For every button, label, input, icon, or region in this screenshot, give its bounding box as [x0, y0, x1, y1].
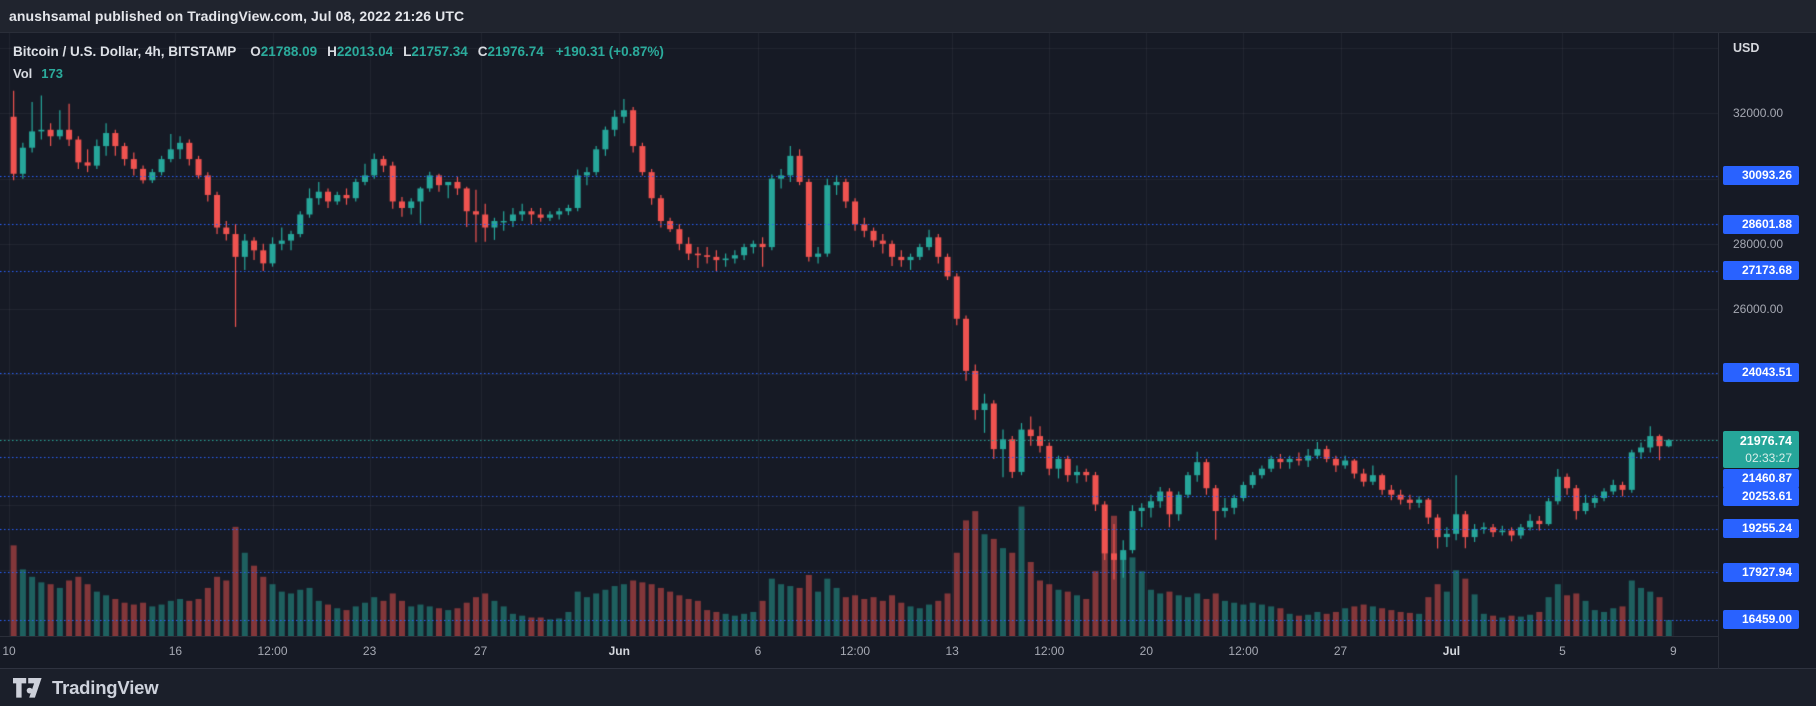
alert-level-price-label: 16459.00 — [1723, 610, 1799, 630]
time-tick: 12:00 — [1228, 644, 1259, 658]
price-tick: 28000.00 — [1733, 236, 1784, 251]
alert-level-price-label: 19255.24 — [1723, 519, 1799, 539]
current-price-value: 21976.74 — [1739, 434, 1792, 449]
volume-label: Vol — [13, 65, 33, 81]
time-tick: 12:00 — [257, 644, 288, 658]
published-attribution-text: anushsamal published on TradingView.com,… — [9, 8, 465, 24]
legend-high: H22013.04 — [327, 43, 394, 59]
time-tick: 10 — [2, 644, 16, 658]
legend-low: L21757.34 — [403, 43, 468, 59]
alert-level-price-label: 24043.51 — [1723, 363, 1799, 383]
time-tick: Jul — [1442, 644, 1461, 658]
bar-close-countdown: 02:33:27 — [1745, 451, 1792, 466]
alert-level-price-label: 21460.87 — [1723, 468, 1799, 488]
price-tick: 26000.00 — [1733, 302, 1784, 316]
symbol-title: Bitcoin / U.S. Dollar, 4h, BITSTAMP — [13, 43, 237, 59]
time-tick: 5 — [1559, 644, 1566, 658]
alert-level-price-label: 30093.26 — [1723, 166, 1799, 186]
candlestick-chart-canvas[interactable] — [0, 33, 1718, 636]
alert-level-price-label: 27173.68 — [1723, 261, 1799, 281]
published-bar: anushsamal published on TradingView.com,… — [0, 0, 1816, 33]
time-axis[interactable]: 10 16 12:00 23 27 Jun 6 12:00 13 12:00 20 12:00 27 Ju… — [0, 636, 1816, 669]
volume-value: 173 — [41, 65, 63, 81]
time-tick: 6 — [754, 644, 762, 658]
time-tick: 20 — [1139, 644, 1153, 658]
legend-change: +190.31 (+0.87%) — [555, 43, 664, 59]
current-price-label: 21976.74 02:33:27 — [1723, 430, 1799, 468]
time-tick: 23 — [362, 644, 377, 658]
legend-open: O21788.09 — [250, 43, 318, 59]
time-tick: 12:00 — [840, 644, 871, 658]
legend-volume-row: Vol 173 — [13, 63, 664, 83]
alert-level-price-label: 17927.94 — [1723, 562, 1799, 582]
tradingview-logo-icon[interactable] — [13, 677, 43, 698]
time-tick: 9 — [1670, 644, 1677, 658]
footer-bar: TradingView — [0, 668, 1816, 706]
alert-level-price-label: 28601.88 — [1723, 214, 1799, 234]
tradingview-wordmark[interactable]: TradingView — [52, 676, 159, 698]
time-tick: 16 — [168, 644, 183, 658]
price-axis[interactable]: USD 32000.00 28000.00 26000.00 30093.26 2860… — [1718, 33, 1816, 668]
chart-pane[interactable] — [0, 33, 1718, 636]
legend-ohlc-row: Bitcoin / U.S. Dollar, 4h, BITSTAMP O217… — [13, 41, 664, 61]
price-axis-currency: USD — [1733, 41, 1760, 55]
time-tick: 27 — [1333, 644, 1348, 658]
legend-close: C21976.74 — [477, 43, 544, 59]
time-tick: 12:00 — [1034, 644, 1065, 658]
symbol-legend: Bitcoin / U.S. Dollar, 4h, BITSTAMP O217… — [13, 41, 664, 83]
time-tick: 27 — [473, 644, 488, 658]
price-tick: 32000.00 — [1733, 106, 1784, 121]
time-tick: Jun — [608, 644, 630, 658]
alert-level-price-label: 20253.61 — [1723, 486, 1799, 506]
time-tick: 13 — [945, 644, 959, 658]
